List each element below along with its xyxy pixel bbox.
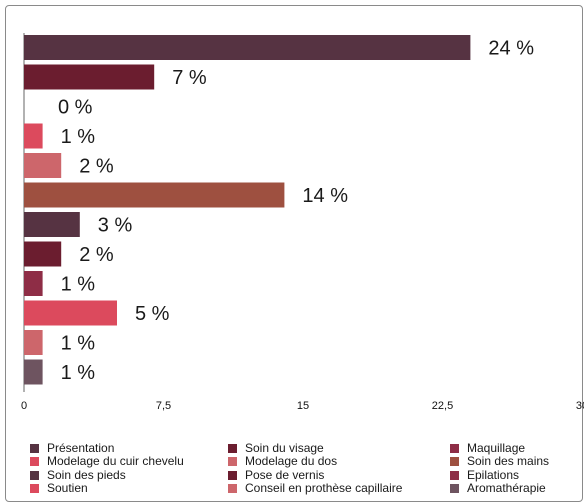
legend-item[interactable]: Modelage du dos	[228, 455, 337, 468]
legend-swatch	[30, 483, 39, 493]
legend-swatch	[450, 444, 459, 453]
bar-value-label: 1 %	[61, 362, 96, 384]
legend-label: Epilations	[467, 467, 520, 482]
bar-4[interactable]	[24, 123, 43, 149]
legend-label: Soutien	[47, 480, 88, 495]
legend-swatch	[228, 457, 237, 467]
x-tick-label: 7,5	[156, 400, 171, 412]
bar-value-label: 0 %	[58, 97, 93, 119]
bar-value-label: 7 %	[172, 67, 207, 89]
bar-6[interactable]	[24, 182, 285, 208]
bar-2[interactable]	[24, 64, 155, 90]
legend-label: Pose de vernis	[245, 467, 325, 482]
legend-item[interactable]: Soin du visage	[228, 442, 324, 455]
legend-item[interactable]: Aromathérapie	[450, 480, 546, 495]
legend-item[interactable]: Conseil en prothèse capillaire	[228, 480, 403, 495]
legend-label: Soin des mains	[467, 454, 550, 469]
bar-value-label: 14 %	[302, 185, 348, 207]
legend-label: Conseil en prothèse capillaire	[245, 480, 403, 495]
legend-label: Modelage du cuir chevelu	[47, 454, 184, 469]
legend-label: Aromathérapie	[467, 480, 546, 495]
legend-item[interactable]: Soutien	[30, 480, 88, 495]
legend-item[interactable]: Soin des mains	[450, 455, 549, 468]
legend-swatch	[450, 483, 459, 493]
bar-value-label: 3 %	[98, 215, 133, 237]
x-tick-label: 22,5	[432, 400, 453, 412]
x-tick-label: 30	[576, 400, 584, 412]
legend-item[interactable]: Maquillage	[450, 442, 525, 455]
legend-item[interactable]: Soin des pieds	[30, 467, 126, 482]
bar-12[interactable]	[24, 359, 43, 385]
bar-value-label: 2 %	[79, 156, 114, 178]
bar-value-label: 1 %	[61, 274, 96, 296]
bar-9[interactable]	[24, 271, 43, 296]
bar-value-label: 24 %	[488, 38, 534, 60]
legend-item[interactable]: Epilations	[450, 467, 520, 482]
legend-swatch	[228, 483, 237, 493]
bar-value-label: 5 %	[135, 303, 170, 325]
bar-value-label: 1 %	[61, 333, 96, 355]
legend-swatch	[228, 444, 237, 453]
legend-label: Soin du visage	[245, 441, 324, 455]
legend-item[interactable]: Pose de vernis	[228, 467, 325, 482]
legend-swatch	[450, 457, 459, 467]
bar-10[interactable]	[24, 300, 117, 326]
legend-swatch	[30, 470, 39, 480]
bar-5[interactable]	[24, 153, 62, 178]
legend-swatch	[30, 444, 39, 453]
legend-item[interactable]: Présentation	[30, 442, 114, 455]
bar-1[interactable]	[24, 35, 471, 60]
legend-item[interactable]: Modelage du cuir chevelu	[30, 455, 184, 468]
legend-label: Modelage du dos	[245, 454, 338, 469]
bar-11[interactable]	[24, 330, 43, 355]
bar-8[interactable]	[24, 241, 62, 267]
legend-label: Soin des pieds	[47, 467, 126, 482]
legend-label: Maquillage	[467, 441, 526, 455]
x-tick-label: 0	[21, 400, 27, 412]
legend-swatch	[450, 470, 459, 480]
legend-swatch	[228, 470, 237, 480]
x-tick-label: 15	[297, 400, 309, 412]
legend-swatch	[30, 457, 39, 467]
bar-7[interactable]	[24, 212, 80, 237]
legend-label: Présentation	[47, 441, 115, 455]
bar-value-label: 2 %	[79, 244, 114, 266]
bar-value-label: 1 %	[61, 126, 96, 148]
